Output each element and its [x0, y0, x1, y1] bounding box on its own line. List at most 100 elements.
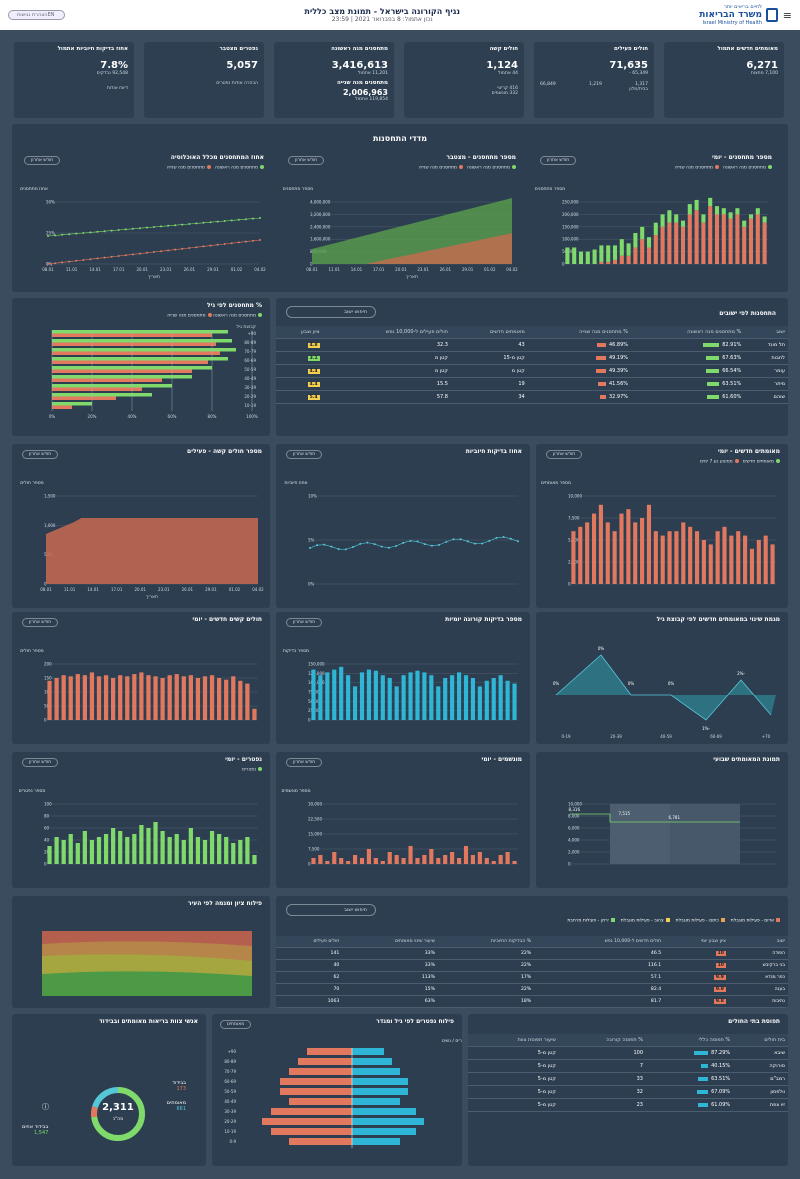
x-tick: 08.01 — [306, 267, 318, 272]
language-toggle[interactable]: EN ‎הצהרת נגישות — [8, 10, 66, 20]
score-badge: 5.4 — [307, 395, 320, 400]
range-filter-button[interactable]: חודש אחרון — [540, 156, 577, 165]
table-cell: 33% — [342, 959, 438, 972]
table-row[interactable]: תל מונד 82.91% 46.89% 43 32.3 4.8 — [276, 338, 788, 352]
column-header[interactable]: בית חולים — [733, 1034, 788, 1047]
column-header[interactable]: % תפוסה קורונה — [558, 1034, 646, 1047]
legend-dot — [512, 165, 516, 169]
age-group-label: 70-79 — [224, 1069, 236, 1074]
column-header[interactable]: חולים פעילים ל-10,000 נפש — [322, 326, 451, 339]
range-filter-button[interactable]: חודש אחרון — [22, 618, 59, 627]
bar — [332, 669, 337, 720]
bar — [701, 540, 706, 584]
column-header[interactable]: מאומתים חדשים — [450, 326, 528, 339]
column-header[interactable]: % תפוסה כללי — [646, 1034, 734, 1047]
bar-first-dose — [52, 339, 232, 343]
bar-second-dose — [674, 222, 679, 264]
table-row[interactable]: לחבות 67.63% 49.19% קטן מ-15 קטן מ 3.1 — [276, 351, 788, 365]
bar-first-dose — [667, 210, 672, 223]
bar — [681, 522, 686, 584]
bar — [415, 858, 420, 864]
age-group-label: 50-59 — [224, 1089, 236, 1094]
bar-second-dose — [52, 387, 142, 391]
ministry-logo[interactable]: לחיים בריאים יותר משרד הבריאות Israel Mi… — [699, 4, 778, 26]
range-filter-button[interactable]: חודש אחרון — [288, 156, 325, 165]
table-cell: 74.9 — [534, 1007, 665, 1008]
bar — [68, 834, 73, 864]
bar-second-dose — [660, 226, 665, 264]
bar — [477, 686, 482, 720]
table-cell: 62 — [276, 971, 343, 984]
column-header[interactable]: % מתחסנים מנה שנייה — [527, 326, 632, 339]
table-row[interactable]: נתיבות 9.8 81.7 18% 63% 1063 — [276, 995, 788, 1008]
occupancy-bar — [701, 1063, 709, 1068]
column-header[interactable]: % הבדיקות החיוביות — [437, 936, 535, 948]
column-header[interactable]: חולים פעילים — [276, 936, 343, 948]
table-row[interactable]: מיתר 63.51% 41.56% 19 15.5 4.4 — [276, 377, 788, 391]
y-tick: 25% — [46, 231, 55, 236]
column-header[interactable]: שיעור תפוסת צוות — [468, 1034, 559, 1047]
bar — [646, 504, 652, 584]
x-tick: 20.01 — [395, 267, 407, 272]
range-filter-button[interactable]: חודש אחרון — [24, 156, 61, 165]
column-header[interactable]: חולים חדשים ל-10,000 נפש — [534, 936, 665, 948]
table-cell: 1063 — [276, 995, 343, 1008]
score-swatch — [665, 918, 670, 922]
trend-chart: 0% 0% 0% 0% -1% -2% 70+ 60-69 40-59 20-39 0-19 — [553, 646, 776, 739]
column-header[interactable]: ישוב — [728, 936, 788, 948]
range-filter-button[interactable]: חודש אחרון — [286, 618, 323, 627]
y-axis-label: מספר מתחסנים — [535, 187, 565, 192]
second-dose-pct: 32.97% — [608, 394, 629, 400]
table-row[interactable]: שוהם 61.60% 32.97% 34 57.8 5.4 — [276, 390, 788, 404]
range-filter-button[interactable]: חודש אחרון — [22, 450, 59, 459]
table-row[interactable]: עומר 66.54% 49.39% קטן מ קטן מ 4.4 — [276, 364, 788, 378]
card-link[interactable]: דיווח אודות — [106, 86, 128, 91]
column-header[interactable]: % מתחסנים מנה ראשונה — [631, 326, 745, 339]
city-name: כפר מנדא — [728, 971, 788, 984]
range-filter-button[interactable]: חודש אחרון — [286, 450, 323, 459]
table-row[interactable]: וולפסון 67.09% 32 קטן מ-5 — [468, 1085, 788, 1099]
range-filter-button[interactable]: חודש אחרון — [286, 758, 323, 767]
score-cell: 10 — [664, 959, 729, 972]
table-row[interactable]: סורוקה 40.15% 7 קטן מ-5 — [468, 1059, 788, 1073]
card-link[interactable]: הבהרה אודות נפטרים — [216, 81, 258, 86]
bar — [224, 837, 229, 864]
table-cell: 17% — [437, 971, 535, 984]
table-row[interactable]: הפודה 10 46.5 22% 33% 141 — [276, 947, 788, 960]
city-search-input[interactable]: חיפוש ישוב — [286, 306, 376, 318]
info-icon[interactable]: ⓘ — [42, 1103, 49, 1111]
column-header[interactable]: שיעור שינוי מאומתים — [342, 936, 438, 948]
table-row[interactable]: שיבא 87.29% 100 קטן מ-5 — [468, 1046, 788, 1060]
bar-second-dose — [606, 261, 611, 264]
card-title: נפטרים מצטבר — [219, 46, 259, 52]
y-tick: 1,500 — [44, 494, 56, 499]
cities-table: ישוב% מתחסנים מנה ראשונה% מתחסנים מנה שנ… — [276, 326, 788, 404]
table-row[interactable]: רמב"ם 63.51% 33 קטן מ-5 — [468, 1072, 788, 1086]
card-link[interactable]: 416 קריטי — [497, 86, 518, 91]
table-cell: 70 — [276, 983, 343, 996]
occupancy-pct: 40.15% — [711, 1063, 731, 1069]
bar — [484, 858, 489, 864]
traffic-search-input[interactable]: חיפוש ישוב — [286, 904, 376, 916]
table-row[interactable]: בענה 9.9 82.4 22% 15% 70 — [276, 983, 788, 996]
city-name: נתיבות — [728, 995, 788, 1008]
table-row[interactable]: שעפטיל9.874.922%-41%120 — [276, 1007, 788, 1008]
column-header[interactable]: ציון וצבע יומי — [664, 936, 729, 948]
age-group-label: 50-59 — [244, 367, 256, 372]
hamburger-menu-icon[interactable]: ≡ — [782, 8, 792, 22]
column-header[interactable]: ציון וצבע — [276, 326, 323, 339]
table-row[interactable]: בני ברקיבש 10 116.1 22% 33% 40 — [276, 959, 788, 972]
bar — [352, 855, 358, 864]
table-cell: 57.1 — [534, 971, 665, 984]
first-dose-cell: 66.54% — [631, 364, 745, 378]
active-per-10k: 57.8 — [322, 390, 451, 404]
city-name: עומר — [744, 364, 788, 378]
table-row[interactable]: כפר מנדא 9.9 57.1 17% 113% 62 — [276, 971, 788, 984]
age-chart-title: % מתחסנים לפי גיל — [206, 302, 262, 309]
range-filter-button[interactable]: חודש אחרון — [546, 450, 583, 459]
deaths-age-filter[interactable]: מאומתים — [220, 1020, 252, 1029]
table-row[interactable]: זיו צפת 61.09% 23 קטן מ-5 — [468, 1098, 788, 1112]
bar — [54, 837, 59, 864]
range-filter-button[interactable]: חודש אחרון — [22, 758, 59, 767]
column-header[interactable]: ישוב — [744, 326, 788, 339]
